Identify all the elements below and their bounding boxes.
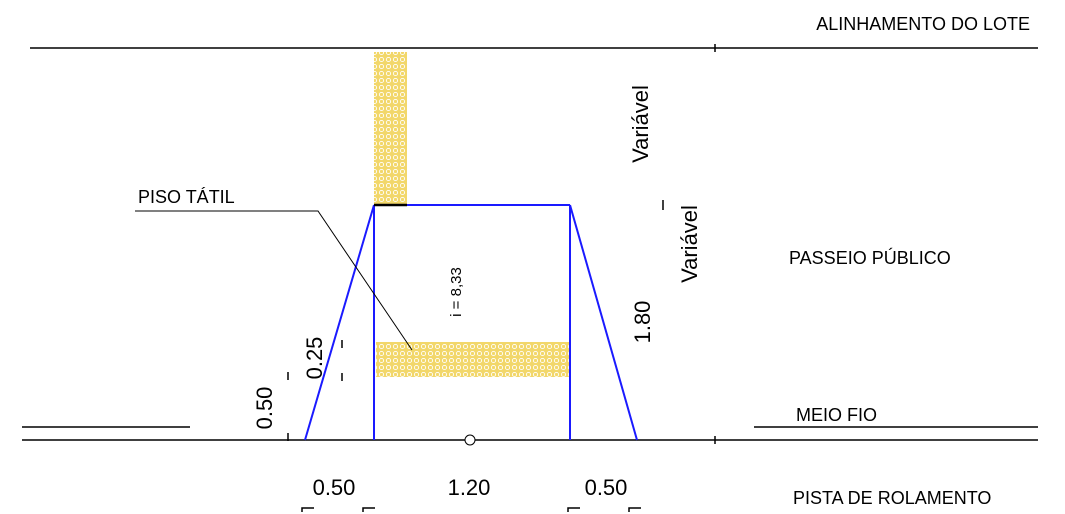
bottom-dimension-brackets bbox=[301, 507, 641, 512]
tactile-leader-line bbox=[135, 210, 413, 351]
variable-top-dimension: Variável bbox=[628, 85, 653, 163]
ramp-outline bbox=[304, 204, 638, 441]
sidewalk-label: PASSEIO PÚBLICO bbox=[789, 247, 951, 268]
center-mark bbox=[464, 434, 476, 446]
ramp-width-dimension: 1.20 bbox=[448, 475, 491, 500]
curb-label: MEIO FIO bbox=[796, 405, 877, 425]
right-flare-dimension: 0.50 bbox=[585, 475, 628, 500]
slope-label: i = 8,33 bbox=[448, 267, 465, 317]
roadway-label: PISTA DE ROLAMENTO bbox=[793, 488, 991, 508]
tactile-depth-dimension: 0.25 bbox=[302, 337, 327, 380]
variable-mid-dimension: Variável bbox=[677, 205, 702, 283]
dimension-ticks bbox=[287, 44, 716, 444]
ramp-length-dimension: 1.80 bbox=[630, 301, 655, 344]
left-flare-dimension: 0.50 bbox=[313, 475, 356, 500]
lot-alignment-label: ALINHAMENTO DO LOTE bbox=[816, 14, 1030, 34]
tactile-strip-vertical bbox=[374, 52, 407, 205]
curb-height-dimension: 0.50 bbox=[252, 387, 277, 430]
tactile-strip-horizontal bbox=[376, 342, 570, 377]
tactile-floor-label: PISO TÁTIL bbox=[138, 187, 235, 207]
